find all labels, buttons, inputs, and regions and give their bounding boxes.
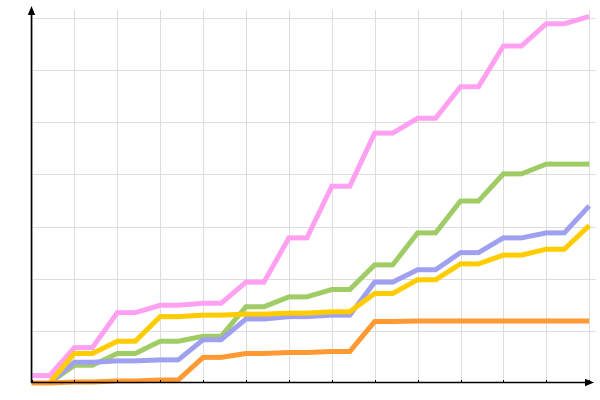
series-line-violet (31, 204, 592, 386)
series-line-orange (31, 318, 590, 386)
axes (27, 6, 594, 387)
series-line-yellow (31, 223, 591, 386)
series-line-pink (31, 14, 590, 379)
series-line-green (31, 161, 590, 386)
vertical-gridlines (32, 10, 590, 383)
series-lines (31, 14, 592, 386)
y-axis-arrowhead (27, 6, 36, 15)
